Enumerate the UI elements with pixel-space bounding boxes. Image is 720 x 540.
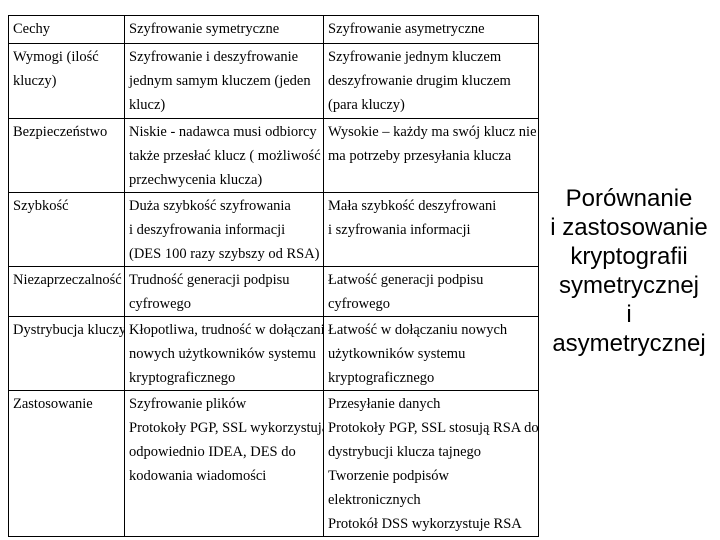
header-cell-features: Cechy [8, 15, 125, 44]
feature-cell: Dystrybucja kluczy [8, 316, 125, 391]
feature-cell: Szybkość [8, 192, 125, 267]
crypto-comparison-table: Cechy Szyfrowanie symetryczne Szyfrowani… [8, 15, 539, 537]
header-cell-asymmetric: Szyfrowanie asymetryczne [323, 15, 539, 44]
asymmetric-cell: Szyfrowanie jednym kluczem deszyfrowanie… [323, 43, 539, 119]
table-row-speed: Szybkość Duża szybkość szyfrowania i des… [8, 192, 539, 267]
symmetric-cell: Trudność generacji podpisu cyfrowego [124, 266, 324, 317]
table-row-requirements: Wymogi (ilość kluczy) Szyfrowanie i desz… [8, 43, 539, 119]
symmetric-cell: Niskie - nadawca musi odbiorcy także prz… [124, 118, 324, 193]
symmetric-cell: Kłopotliwa, trudność w dołączaniu nowych… [124, 316, 324, 391]
asymmetric-cell: Mała szybkość deszyfrowani i szyfrowania… [323, 192, 539, 267]
feature-cell: Bezpieczeństwo [8, 118, 125, 193]
feature-cell: Niezaprzeczalność [8, 266, 125, 317]
asymmetric-cell: Przesyłanie danych Protokoły PGP, SSL st… [323, 390, 539, 537]
symmetric-cell: Szyfrowanie plików Protokoły PGP, SSL wy… [124, 390, 324, 537]
feature-cell: Wymogi (ilość kluczy) [8, 43, 125, 119]
asymmetric-cell: Wysokie – każdy ma swój klucz nie ma pot… [323, 118, 539, 193]
header-cell-symmetric: Szyfrowanie symetryczne [124, 15, 324, 44]
table-header-row: Cechy Szyfrowanie symetryczne Szyfrowani… [8, 15, 539, 44]
slide-title: Porównanie i zastosowanie kryptografii s… [550, 185, 708, 357]
asymmetric-cell: Łatwość generacji podpisu cyfrowego [323, 266, 539, 317]
table-row-nonrepudiation: Niezaprzeczalność Trudność generacji pod… [8, 266, 539, 317]
symmetric-cell: Duża szybkość szyfrowania i deszyfrowani… [124, 192, 324, 267]
asymmetric-cell: Łatwość w dołączaniu nowych użytkowników… [323, 316, 539, 391]
feature-cell: Zastosowanie [8, 390, 125, 537]
table-row-applications: Zastosowanie Szyfrowanie plików Protokoł… [8, 390, 539, 537]
symmetric-cell: Szyfrowanie i deszyfrowanie jednym samym… [124, 43, 324, 119]
table-row-key-distribution: Dystrybucja kluczy Kłopotliwa, trudność … [8, 316, 539, 391]
table-row-security: Bezpieczeństwo Niskie - nadawca musi odb… [8, 118, 539, 193]
